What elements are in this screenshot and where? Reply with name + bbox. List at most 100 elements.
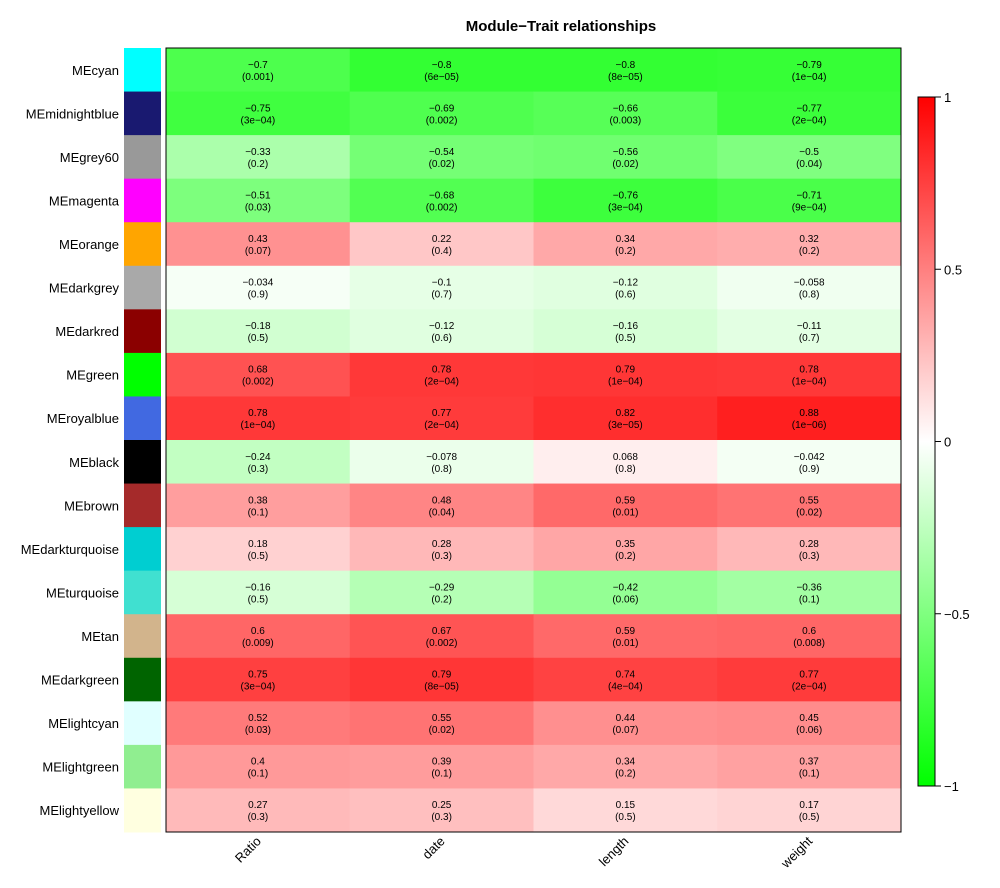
heatmap-cell (717, 178, 902, 223)
cell-correlation-label: 0.28 (432, 539, 452, 550)
heatmap-cell (717, 91, 902, 136)
heatmap-cell (533, 178, 718, 223)
cell-correlation-label: 0.068 (613, 452, 638, 463)
cell-correlation-label: −0.18 (245, 321, 271, 332)
module-color-swatch (124, 657, 161, 702)
cell-pvalue-label: (0.5) (248, 333, 269, 344)
cell-correlation-label: 0.6 (251, 626, 265, 637)
cell-pvalue-label: (0.7) (431, 290, 452, 301)
cell-pvalue-label: (8e−05) (424, 682, 459, 693)
heatmap-cell (533, 265, 718, 310)
cell-correlation-label: 0.28 (799, 539, 819, 550)
cell-correlation-label: 0.77 (432, 408, 452, 419)
cell-pvalue-label: (0.3) (431, 812, 452, 823)
heatmap-cell (717, 265, 902, 310)
cell-pvalue-label: (0.002) (426, 202, 458, 213)
cell-pvalue-label: (0.6) (431, 333, 452, 344)
cell-pvalue-label: (3e−04) (241, 682, 276, 693)
heatmap-cell (533, 352, 718, 397)
heatmap-cell (166, 396, 351, 441)
cell-correlation-label: 0.48 (432, 495, 452, 506)
cell-pvalue-label: (0.008) (793, 638, 825, 649)
heatmap-cell (349, 440, 534, 485)
heatmap-cell (717, 483, 902, 528)
cell-pvalue-label: (0.2) (799, 246, 820, 257)
module-color-swatch (124, 352, 161, 397)
row-label: MEroyalblue (47, 411, 119, 426)
row-label: MEgreen (66, 368, 119, 383)
cell-pvalue-label: (0.5) (615, 812, 636, 823)
heatmap-cell (533, 396, 718, 441)
heatmap-cell (533, 527, 718, 572)
cell-pvalue-label: (0.2) (431, 594, 452, 605)
column-label: Ratio (232, 834, 264, 866)
legend-tick-label: 0.5 (944, 262, 962, 277)
heatmap-cell (166, 701, 351, 746)
heatmap-cell (166, 744, 351, 789)
cell-correlation-label: −0.16 (613, 321, 639, 332)
heatmap-cell (349, 48, 534, 93)
heatmap-cell (349, 788, 534, 833)
heatmap-cell (717, 396, 902, 441)
row-label: MEgrey60 (60, 150, 119, 165)
row-label: MElightcyan (48, 716, 119, 731)
cell-correlation-label: −0.76 (613, 190, 639, 201)
heatmap-cell (166, 222, 351, 267)
module-color-swatch (124, 396, 161, 441)
cell-correlation-label: −0.66 (613, 103, 639, 114)
heatmap-cell (166, 657, 351, 702)
cell-correlation-label: −0.12 (429, 321, 455, 332)
cell-correlation-label: 0.43 (248, 234, 268, 245)
cell-correlation-label: 0.27 (248, 800, 268, 811)
row-label: MEdarkturquoise (21, 542, 119, 557)
cell-correlation-label: 0.32 (799, 234, 819, 245)
cell-pvalue-label: (3e−04) (241, 115, 276, 126)
cell-pvalue-label: (2e−04) (424, 420, 459, 431)
cell-correlation-label: 0.59 (616, 495, 636, 506)
heatmap-cell (166, 352, 351, 397)
heatmap-cell (349, 178, 534, 223)
heatmap-cell (533, 744, 718, 789)
row-label: MEdarkgreen (41, 673, 119, 688)
cell-correlation-label: −0.56 (613, 147, 639, 158)
heatmap-cell (166, 570, 351, 615)
cell-correlation-label: 0.37 (799, 757, 819, 768)
module-color-swatch (124, 701, 161, 746)
heatmap-cell (533, 483, 718, 528)
cell-pvalue-label: (0.002) (426, 115, 458, 126)
cell-pvalue-label: (0.06) (796, 725, 822, 736)
cell-correlation-label: 0.59 (616, 626, 636, 637)
heatmap-cell (717, 440, 902, 485)
cell-pvalue-label: (0.9) (799, 464, 820, 475)
cell-correlation-label: −0.8 (616, 60, 636, 71)
cell-correlation-label: −0.24 (245, 452, 271, 463)
row-label: MEdarkred (55, 324, 119, 339)
cell-pvalue-label: (4e−04) (608, 682, 643, 693)
cell-correlation-label: −0.29 (429, 582, 455, 593)
heatmap-cell (349, 570, 534, 615)
heatmap-cell (533, 788, 718, 833)
row-label: MEcyan (72, 63, 119, 78)
column-label: date (419, 834, 448, 863)
cell-pvalue-label: (0.002) (242, 377, 274, 388)
cell-pvalue-label: (0.1) (248, 769, 269, 780)
cell-correlation-label: 0.68 (248, 365, 268, 376)
cell-correlation-label: −0.42 (613, 582, 639, 593)
row-label: MEbrown (64, 498, 119, 513)
color-legend-bar (917, 96, 936, 787)
heatmap-cell (717, 788, 902, 833)
cell-pvalue-label: (0.1) (799, 769, 820, 780)
heatmap-cell (717, 701, 902, 746)
cell-correlation-label: 0.55 (432, 713, 452, 724)
heatmap-cell (349, 657, 534, 702)
cell-correlation-label: −0.36 (796, 582, 822, 593)
module-color-swatch (124, 744, 161, 789)
heatmap-cell (166, 614, 351, 659)
cell-pvalue-label: (0.1) (799, 594, 820, 605)
cell-correlation-label: −0.078 (426, 452, 457, 463)
heatmap-cell (533, 614, 718, 659)
legend-tick-label: 1 (944, 90, 951, 105)
cell-correlation-label: 0.52 (248, 713, 268, 724)
cell-correlation-label: −0.51 (245, 190, 271, 201)
cell-correlation-label: 0.79 (616, 365, 636, 376)
